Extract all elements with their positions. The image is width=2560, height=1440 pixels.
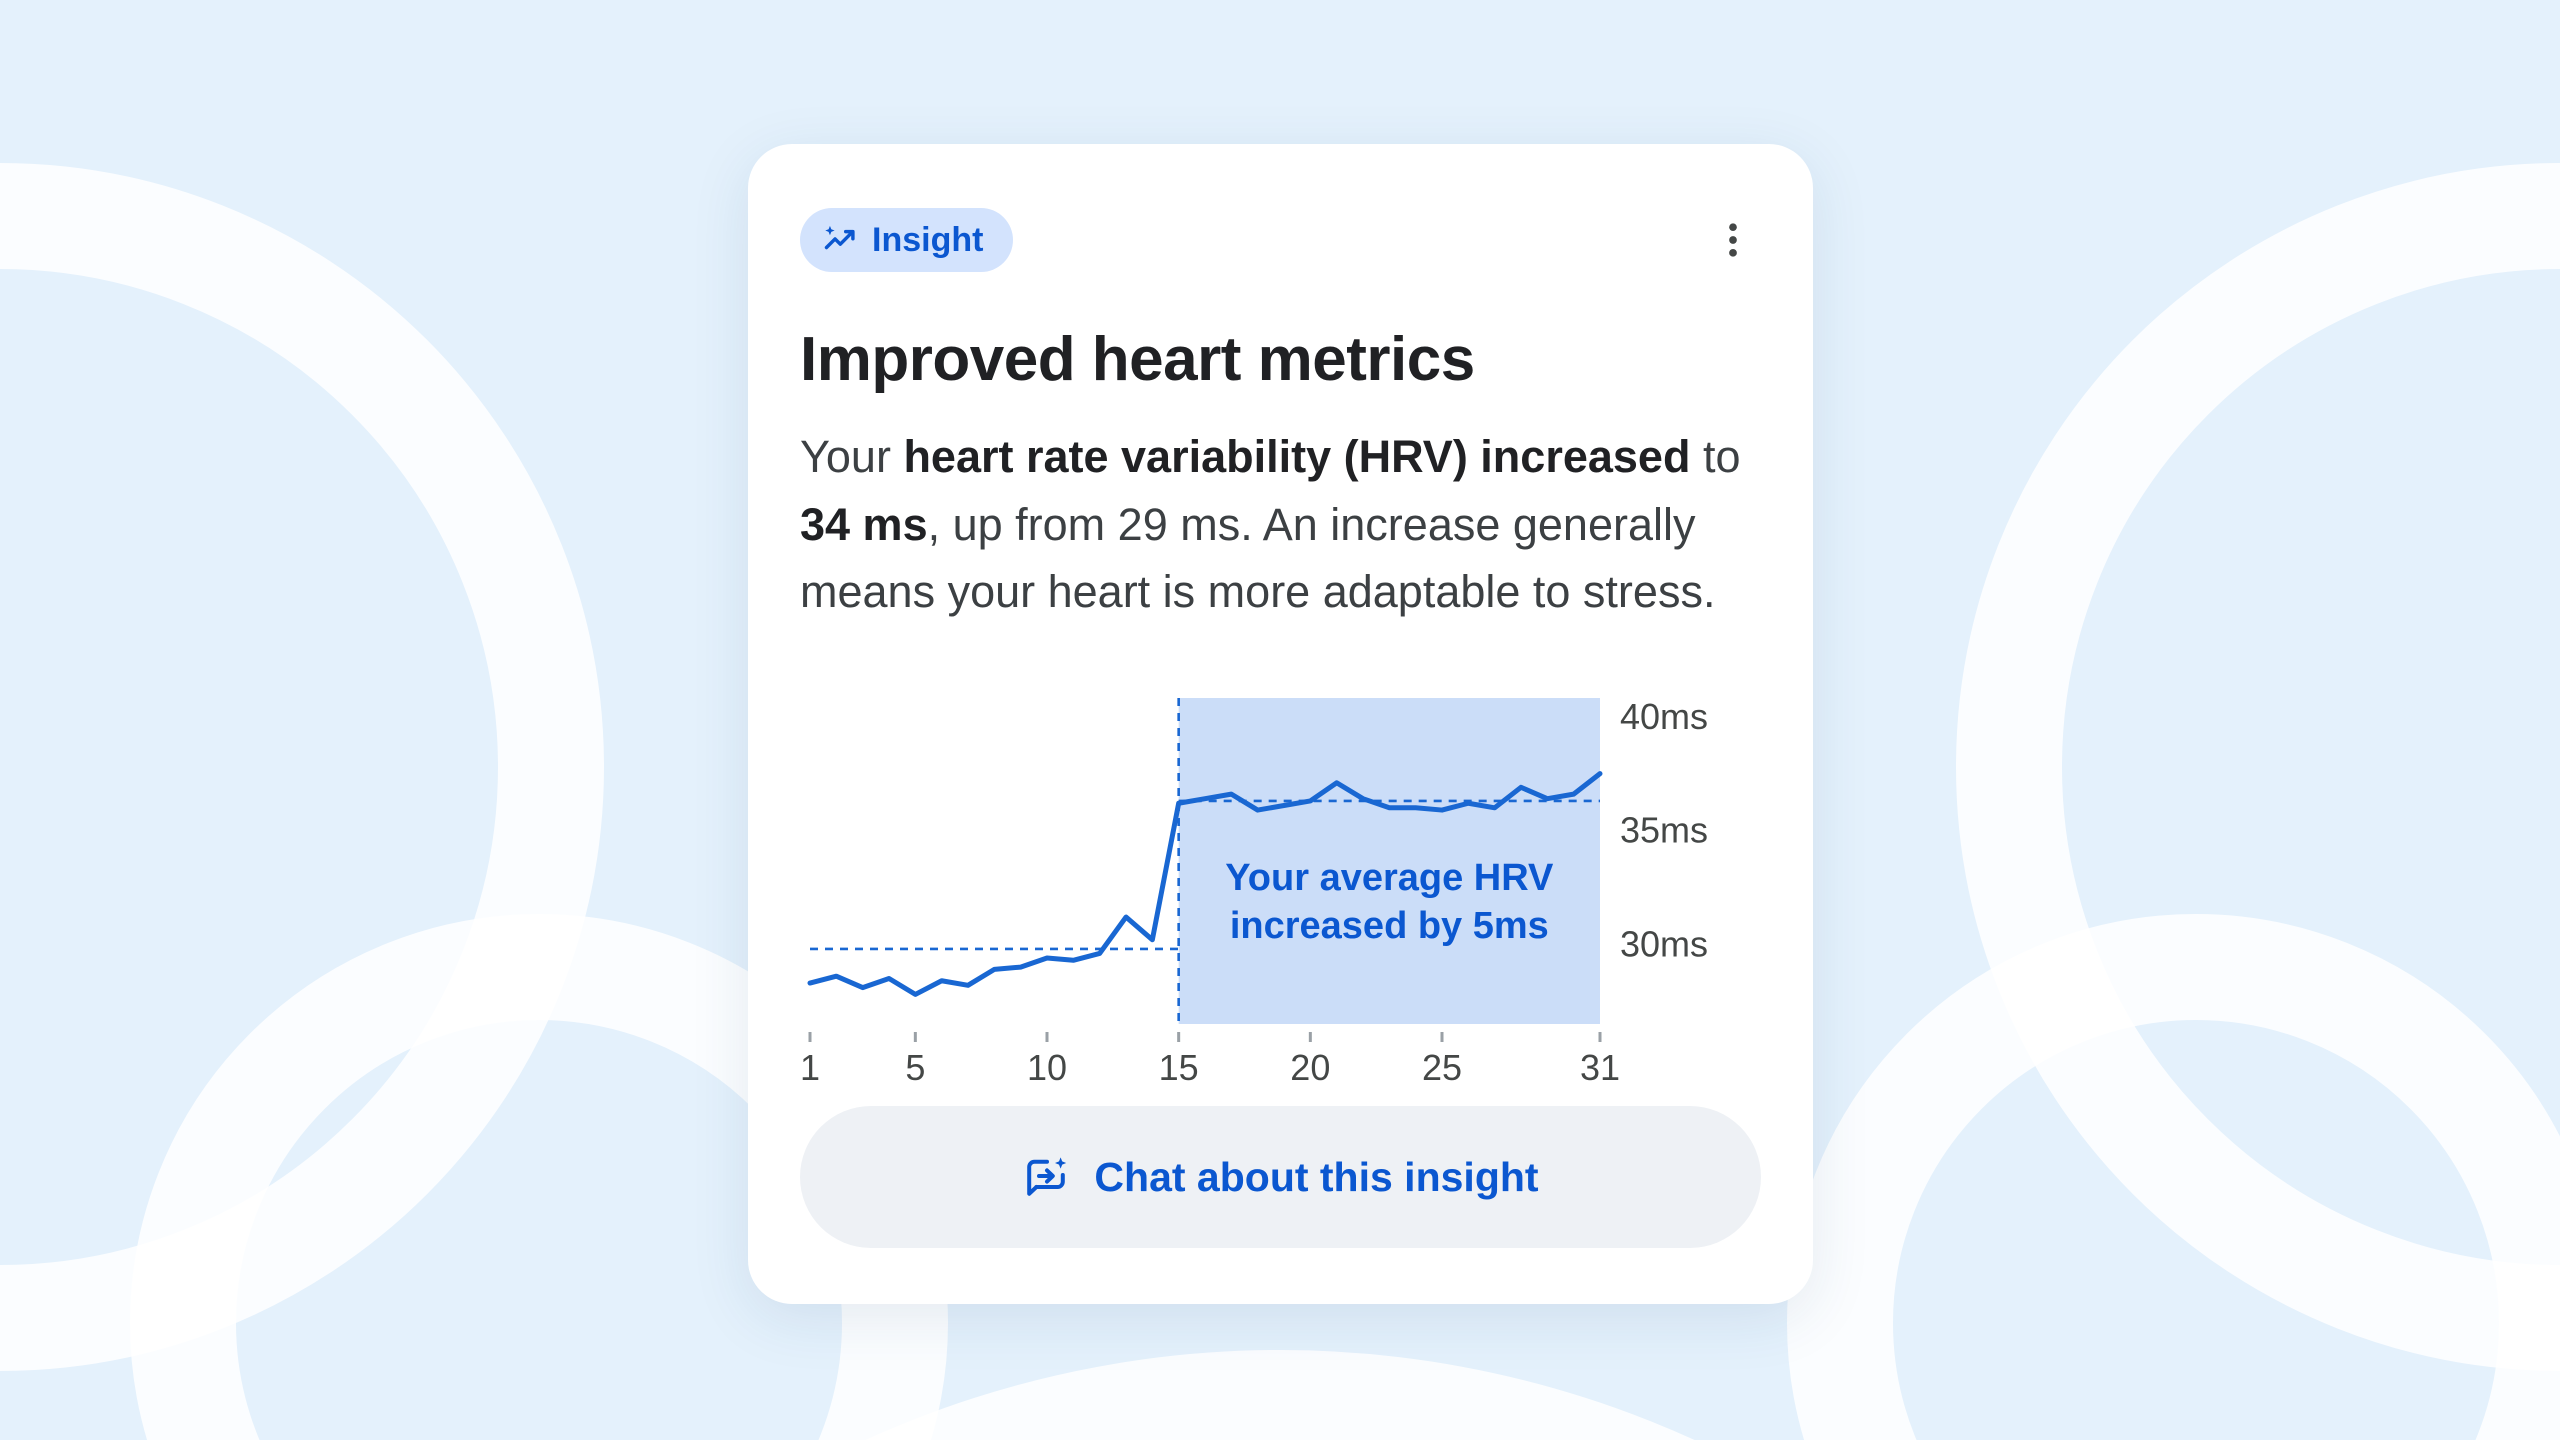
svg-text:10: 10 xyxy=(1027,1047,1067,1084)
hrv-chart: 1 5 10 15 20 25 31 40ms 35ms 30ms Your average HRV… xyxy=(800,684,1761,1084)
insight-body: Your heart rate variability (HRV) increa… xyxy=(800,423,1761,626)
svg-text:40ms: 40ms xyxy=(1620,696,1708,737)
trending-up-sparkle-icon xyxy=(824,225,855,250)
more-options-button[interactable] xyxy=(1705,208,1761,272)
card-header: Insight xyxy=(800,208,1761,272)
svg-text:1: 1 xyxy=(800,1047,820,1084)
chat-button-label: Chat about this insight xyxy=(1094,1153,1539,1200)
insight-badge-label: Insight xyxy=(872,220,984,259)
svg-text:30ms: 30ms xyxy=(1620,923,1708,964)
insight-body-segment: to xyxy=(1690,431,1741,483)
insight-badge: Insight xyxy=(800,208,1014,272)
insight-body-segment: heart rate variability (HRV) increased xyxy=(903,431,1691,483)
svg-text:25: 25 xyxy=(1422,1047,1462,1084)
svg-text:increased by 5ms: increased by 5ms xyxy=(1230,905,1549,947)
insight-title: Improved heart metrics xyxy=(800,325,1475,394)
svg-text:35ms: 35ms xyxy=(1620,809,1708,850)
svg-text:5: 5 xyxy=(905,1047,925,1084)
svg-text:Your average HRV: Your average HRV xyxy=(1225,857,1554,899)
svg-text:15: 15 xyxy=(1159,1047,1199,1084)
insight-body-segment: 34 ms xyxy=(800,498,928,550)
chat-about-insight-button[interactable]: Chat about this insight xyxy=(800,1106,1761,1248)
svg-text:31: 31 xyxy=(1580,1047,1620,1084)
insight-body-segment: Your xyxy=(800,431,904,483)
chat-sparkle-icon xyxy=(1027,1157,1067,1196)
insight-card: Insight Improved heart metrics Your hear… xyxy=(748,144,1813,1304)
svg-text:20: 20 xyxy=(1290,1047,1330,1084)
insight-body-segment: , up from 29 ms. An increase generally m… xyxy=(800,498,1716,618)
kebab-menu-icon xyxy=(1729,223,1737,257)
